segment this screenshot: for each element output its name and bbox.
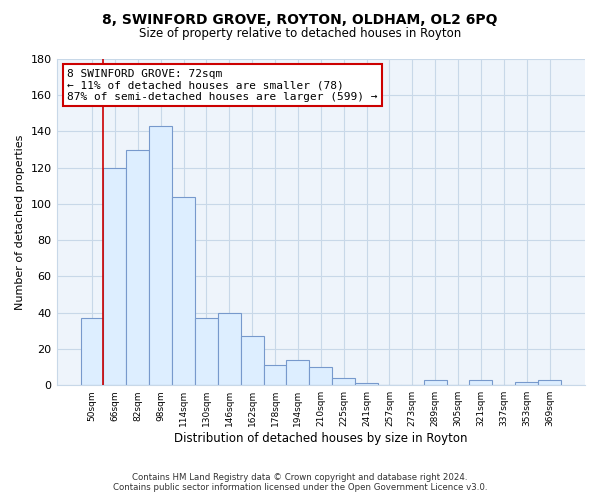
X-axis label: Distribution of detached houses by size in Royton: Distribution of detached houses by size … <box>174 432 467 445</box>
Bar <box>80 318 103 385</box>
Bar <box>332 378 355 385</box>
Bar <box>103 168 127 385</box>
Bar <box>310 367 332 385</box>
Bar <box>218 312 241 385</box>
Bar <box>538 380 561 385</box>
Text: 8, SWINFORD GROVE, ROYTON, OLDHAM, OL2 6PQ: 8, SWINFORD GROVE, ROYTON, OLDHAM, OL2 6… <box>102 12 498 26</box>
Bar <box>195 318 218 385</box>
Bar <box>263 366 286 385</box>
Y-axis label: Number of detached properties: Number of detached properties <box>15 134 25 310</box>
Bar <box>469 380 493 385</box>
Bar <box>127 150 149 385</box>
Bar <box>172 196 195 385</box>
Text: 8 SWINFORD GROVE: 72sqm
← 11% of detached houses are smaller (78)
87% of semi-de: 8 SWINFORD GROVE: 72sqm ← 11% of detache… <box>67 69 377 102</box>
Bar <box>286 360 310 385</box>
Text: Size of property relative to detached houses in Royton: Size of property relative to detached ho… <box>139 28 461 40</box>
Bar <box>424 380 446 385</box>
Bar <box>355 384 378 385</box>
Bar <box>149 126 172 385</box>
Bar <box>241 336 263 385</box>
Text: Contains HM Land Registry data © Crown copyright and database right 2024.
Contai: Contains HM Land Registry data © Crown c… <box>113 473 487 492</box>
Bar <box>515 382 538 385</box>
